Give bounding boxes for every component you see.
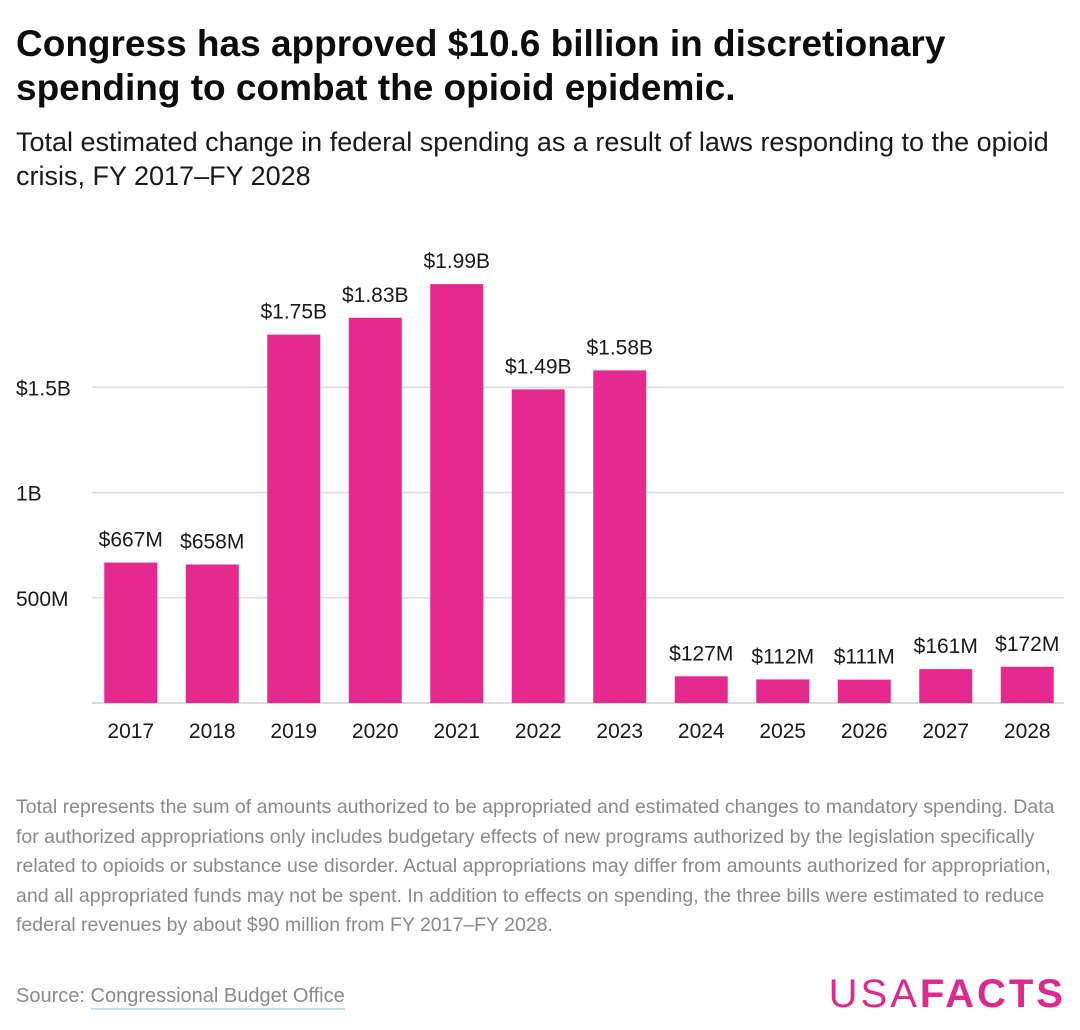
y-tick-label: 1B xyxy=(16,483,42,506)
x-tick-label: 2025 xyxy=(759,720,806,743)
x-tick-label: 2028 xyxy=(1004,720,1051,743)
data-label: $172M xyxy=(995,633,1059,656)
data-label: $658M xyxy=(180,530,244,553)
bar xyxy=(267,334,321,703)
bar xyxy=(1000,666,1054,703)
data-label: $112M xyxy=(751,645,814,668)
y-tick-label: 500M xyxy=(16,588,69,611)
data-label: $161M xyxy=(914,635,978,658)
logo-part-usa: USA xyxy=(828,972,920,1016)
logo-part-facts: FACTS xyxy=(919,972,1066,1016)
y-tick-label: $1.5B xyxy=(16,377,71,400)
data-label: $1.83B xyxy=(342,284,409,307)
data-label: $1.99B xyxy=(423,250,490,273)
gridlines xyxy=(92,386,1064,704)
x-tick-label: 2024 xyxy=(678,720,725,743)
bar xyxy=(430,284,484,703)
bar xyxy=(756,679,810,703)
bar xyxy=(674,676,728,703)
x-tick-label: 2017 xyxy=(107,720,154,743)
bars xyxy=(104,284,1054,703)
chart-subtitle: Total estimated change in federal spendi… xyxy=(16,127,1049,191)
x-tick-label: 2019 xyxy=(270,720,317,743)
bar xyxy=(919,669,973,703)
y-axis-ticks: 500M 1B $1.5B xyxy=(16,377,71,611)
bar xyxy=(185,564,239,703)
x-tick-label: 2021 xyxy=(433,720,480,743)
data-label: $1.49B xyxy=(505,355,572,378)
bar xyxy=(837,679,891,703)
bar-chart: 500M 1B $1.5B $667M $658M $1.75B $1.83B $1.99B… xyxy=(16,250,1064,743)
usafacts-logo: USAFACTS xyxy=(829,970,1066,1018)
data-labels: $667M $658M $1.75B $1.83B $1.99B $1.49B $1.58B… xyxy=(99,250,1060,669)
data-label: $1.75B xyxy=(260,301,327,324)
data-label: $667M xyxy=(99,529,163,552)
bar xyxy=(593,370,647,703)
x-tick-label: 2020 xyxy=(352,720,399,743)
footnote: Total represents the sum of amounts auth… xyxy=(16,796,1055,936)
bar xyxy=(104,562,158,703)
chart-title: Congress has approved $10.6 billion in d… xyxy=(16,23,946,108)
data-label: $1.58B xyxy=(586,336,653,359)
source-line: Source: Congressional Budget Office xyxy=(16,985,345,1010)
x-tick-label: 2022 xyxy=(515,720,562,743)
x-tick-label: 2026 xyxy=(841,720,888,743)
x-tick-label: 2027 xyxy=(922,720,969,743)
data-label: $111M xyxy=(834,646,895,669)
bar xyxy=(511,389,565,703)
source-label: Source: xyxy=(16,985,85,1007)
bar xyxy=(348,317,402,703)
x-axis-ticks: 2017 2018 2019 2020 2021 2022 2023 2024 2025 2026… xyxy=(107,720,1050,743)
x-tick-label: 2023 xyxy=(596,720,643,743)
x-tick-label: 2018 xyxy=(189,720,236,743)
source-link[interactable]: Congressional Budget Office xyxy=(90,985,345,1010)
data-label: $127M xyxy=(669,642,733,665)
